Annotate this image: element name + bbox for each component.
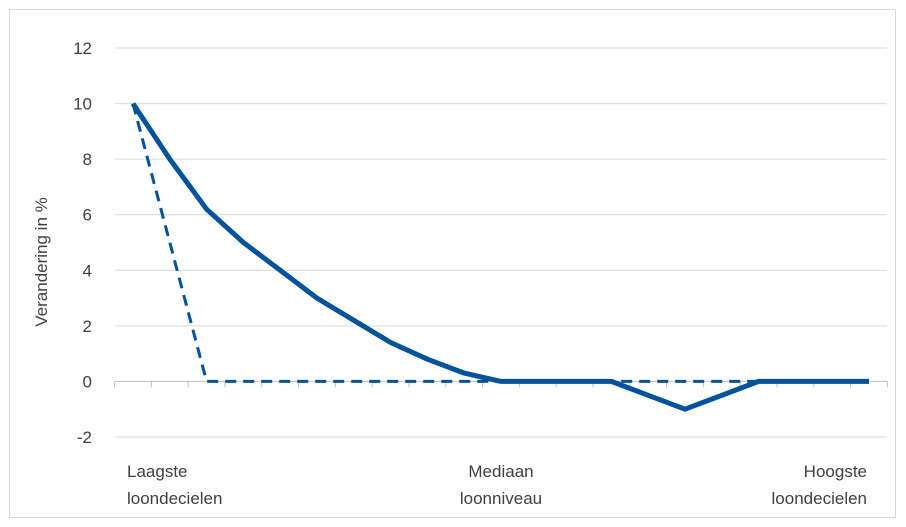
y-tick-label: 8	[83, 150, 92, 169]
x-category-label-line: loonniveau	[460, 489, 542, 508]
x-axis-category-labels: Laagste loondecielen Mediaan loonniveau Hoog…	[127, 462, 867, 508]
y-tick-label: 6	[83, 206, 92, 225]
series-layer	[130, 102, 869, 412]
y-tick-label: 0	[83, 372, 92, 391]
x-category-label-line: Hoogste	[804, 462, 867, 481]
x-category-label-line: Mediaan	[468, 462, 533, 481]
y-axis-tick-labels: -2 0 2 4 6 8 10 12	[73, 39, 92, 447]
y-axis-title: Verandering in %	[32, 197, 51, 326]
y-tick-label: 4	[83, 261, 92, 280]
x-category-label: Hoogste loondecielen	[772, 462, 867, 508]
x-category-label: Laagste loondecielen	[127, 462, 222, 508]
chart-frame	[9, 9, 896, 518]
x-category-label: Mediaan loonniveau	[460, 462, 542, 508]
y-tick-label: -2	[77, 428, 92, 447]
x-category-label-line: loondecielen	[772, 489, 867, 508]
y-tick-label: 12	[73, 39, 92, 58]
gridlines	[115, 47, 887, 438]
y-tick-label: 10	[73, 95, 92, 114]
series-line-solid	[130, 102, 869, 412]
y-tick-label: 2	[83, 317, 92, 336]
x-category-label-line: loondecielen	[127, 489, 222, 508]
x-category-label-line: Laagste	[127, 462, 188, 481]
